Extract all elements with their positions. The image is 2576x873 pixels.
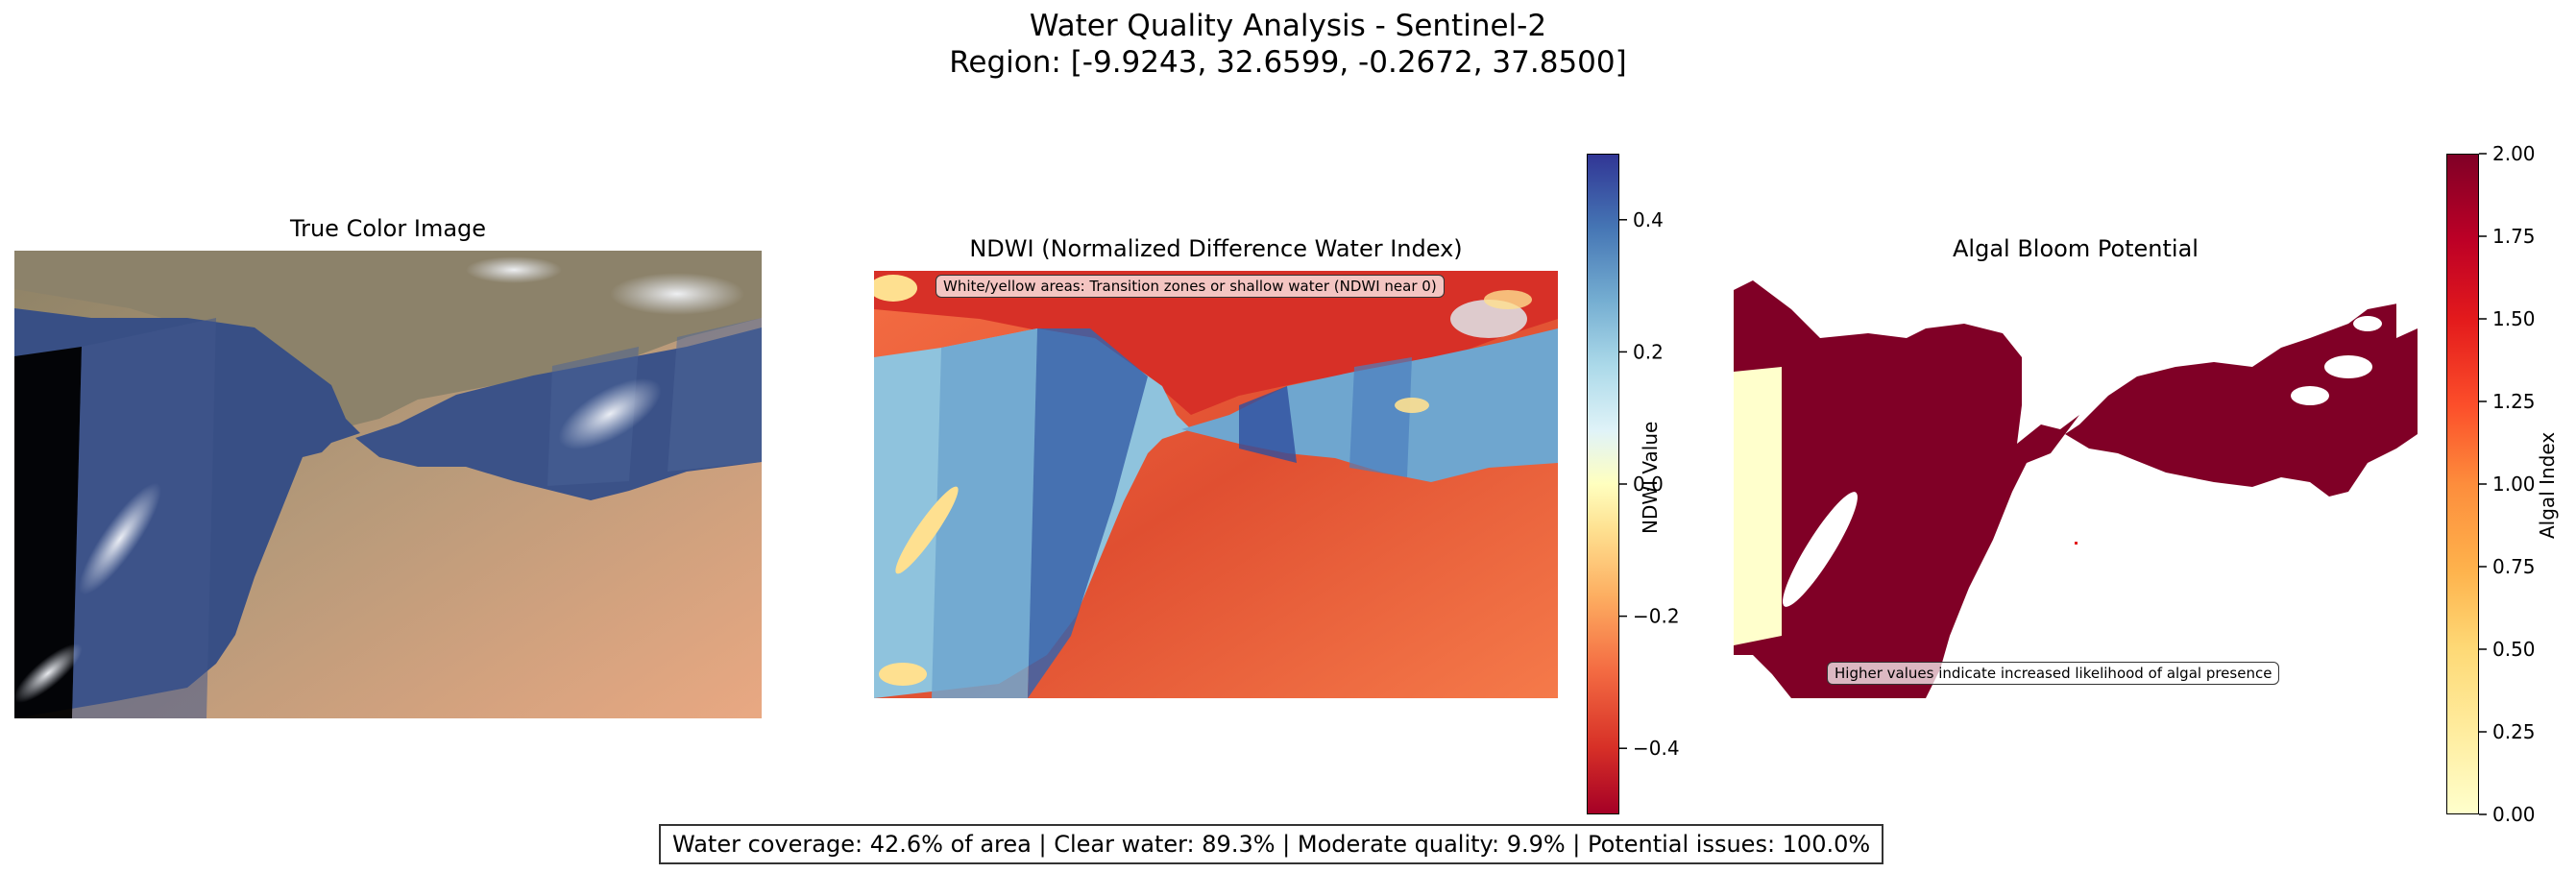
algal-region-west xyxy=(1734,280,2079,698)
algal-colorbar-tick-label: 1.75 xyxy=(2492,225,2536,248)
figure-title: Water Quality Analysis - Sentinel-2 xyxy=(1029,9,1547,43)
ndwi-colorbar-tick-label: 0.4 xyxy=(1633,208,1664,231)
ndwi-map: White/yellow areas: Transition zones or … xyxy=(874,271,1558,698)
algal-colorbar-tick-label: 1.50 xyxy=(2492,307,2536,330)
true-color-image xyxy=(14,251,762,718)
algal-colorbar-tick-label: 0.00 xyxy=(2492,803,2536,826)
algal-colorbar-ticks: 0.00 0.25 0.50 0.75 1.00 1.25 1.50 1.75 2.00 xyxy=(2479,142,2536,826)
ndwi-colorbar-tick-label: −0.4 xyxy=(1633,737,1680,760)
algal-colorbar-tick-label: 0.25 xyxy=(2492,720,2536,743)
algal-colorbar-label: Algal Index xyxy=(2536,431,2559,539)
ndwi-colorbar-tick-label: 0.2 xyxy=(1633,340,1664,363)
algal-annotation: Higher values indicate increased likelih… xyxy=(1827,662,2280,685)
algal-low-strip xyxy=(1734,367,1782,645)
algal-region-east xyxy=(2065,300,2418,497)
algal-colorbar-tick-label: 1.00 xyxy=(2492,473,2536,496)
summary-box: Water coverage: 42.6% of area | Clear wa… xyxy=(659,824,1884,864)
ndwi-colorbar xyxy=(1587,154,1619,814)
algal-colorbar-tick-label: 2.00 xyxy=(2492,142,2536,165)
ndwi-annotation: White/yellow areas: Transition zones or … xyxy=(936,275,1445,298)
figure-subtitle-region: Region: [-9.9243, 32.6599, -0.2672, 37.8… xyxy=(949,45,1627,80)
ndwi-title: NDWI (Normalized Difference Water Index) xyxy=(969,235,1463,262)
algal-colorbar xyxy=(2446,154,2479,814)
algal-colorbar-tick-label: 0.50 xyxy=(2492,638,2536,661)
true-color-title: True Color Image xyxy=(289,215,487,242)
ndwi-colorbar-tick-label: −0.2 xyxy=(1633,605,1680,628)
algal-title: Algal Bloom Potential xyxy=(1953,235,2199,262)
ndwi-colorbar-tick-label: 0.0 xyxy=(1633,473,1664,496)
algal-map: Higher values indicate increased likelih… xyxy=(1734,271,2418,698)
algal-colorbar-tick-label: 1.25 xyxy=(2492,390,2536,413)
ndwi-colorbar-label: NDWI Value xyxy=(1639,421,1662,534)
ndwi-colorbar-ticks: −0.4 −0.2 0.0 0.2 0.4 xyxy=(1619,208,1680,760)
algal-colorbar-tick-label: 0.75 xyxy=(2492,555,2536,578)
